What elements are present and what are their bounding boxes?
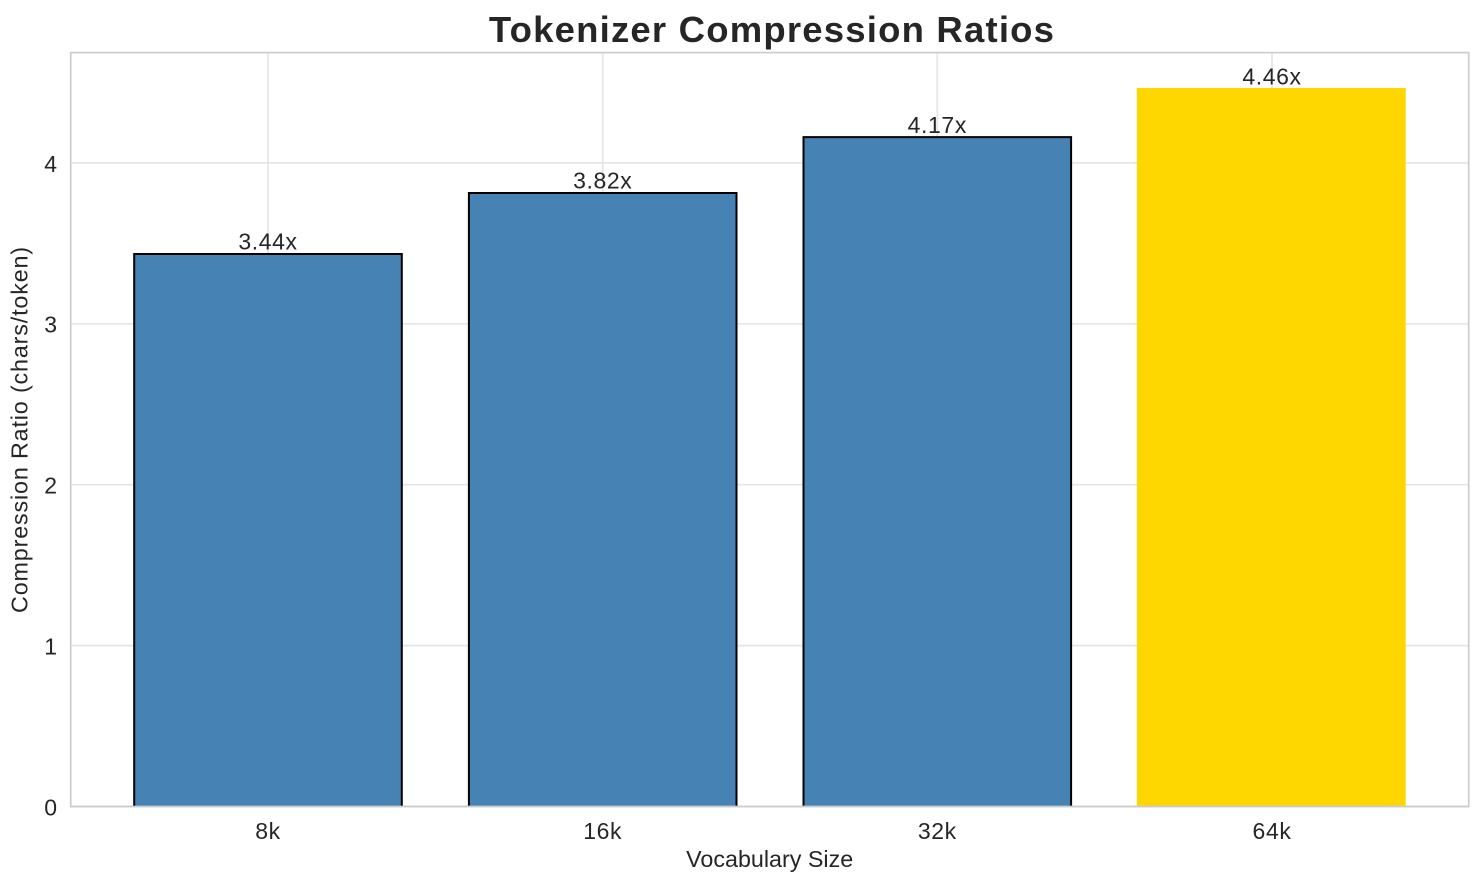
svg-text:32k: 32k <box>918 818 957 844</box>
svg-text:8k: 8k <box>255 818 281 844</box>
svg-text:4: 4 <box>44 151 57 177</box>
svg-text:64k: 64k <box>1253 818 1292 844</box>
svg-text:Vocabulary Size: Vocabulary Size <box>686 846 853 872</box>
svg-text:2: 2 <box>44 473 57 499</box>
svg-text:3.44x: 3.44x <box>238 229 297 255</box>
svg-text:Compression Ratio (chars/token: Compression Ratio (chars/token) <box>7 246 33 613</box>
svg-text:Tokenizer Compression Ratios: Tokenizer Compression Ratios <box>489 9 1055 50</box>
svg-text:3.82x: 3.82x <box>573 168 632 194</box>
svg-text:16k: 16k <box>583 818 622 844</box>
svg-text:3: 3 <box>44 312 57 338</box>
svg-text:4.17x: 4.17x <box>908 112 967 138</box>
svg-text:1: 1 <box>44 634 57 660</box>
svg-text:0: 0 <box>44 794 57 820</box>
svg-text:4.46x: 4.46x <box>1242 64 1301 90</box>
